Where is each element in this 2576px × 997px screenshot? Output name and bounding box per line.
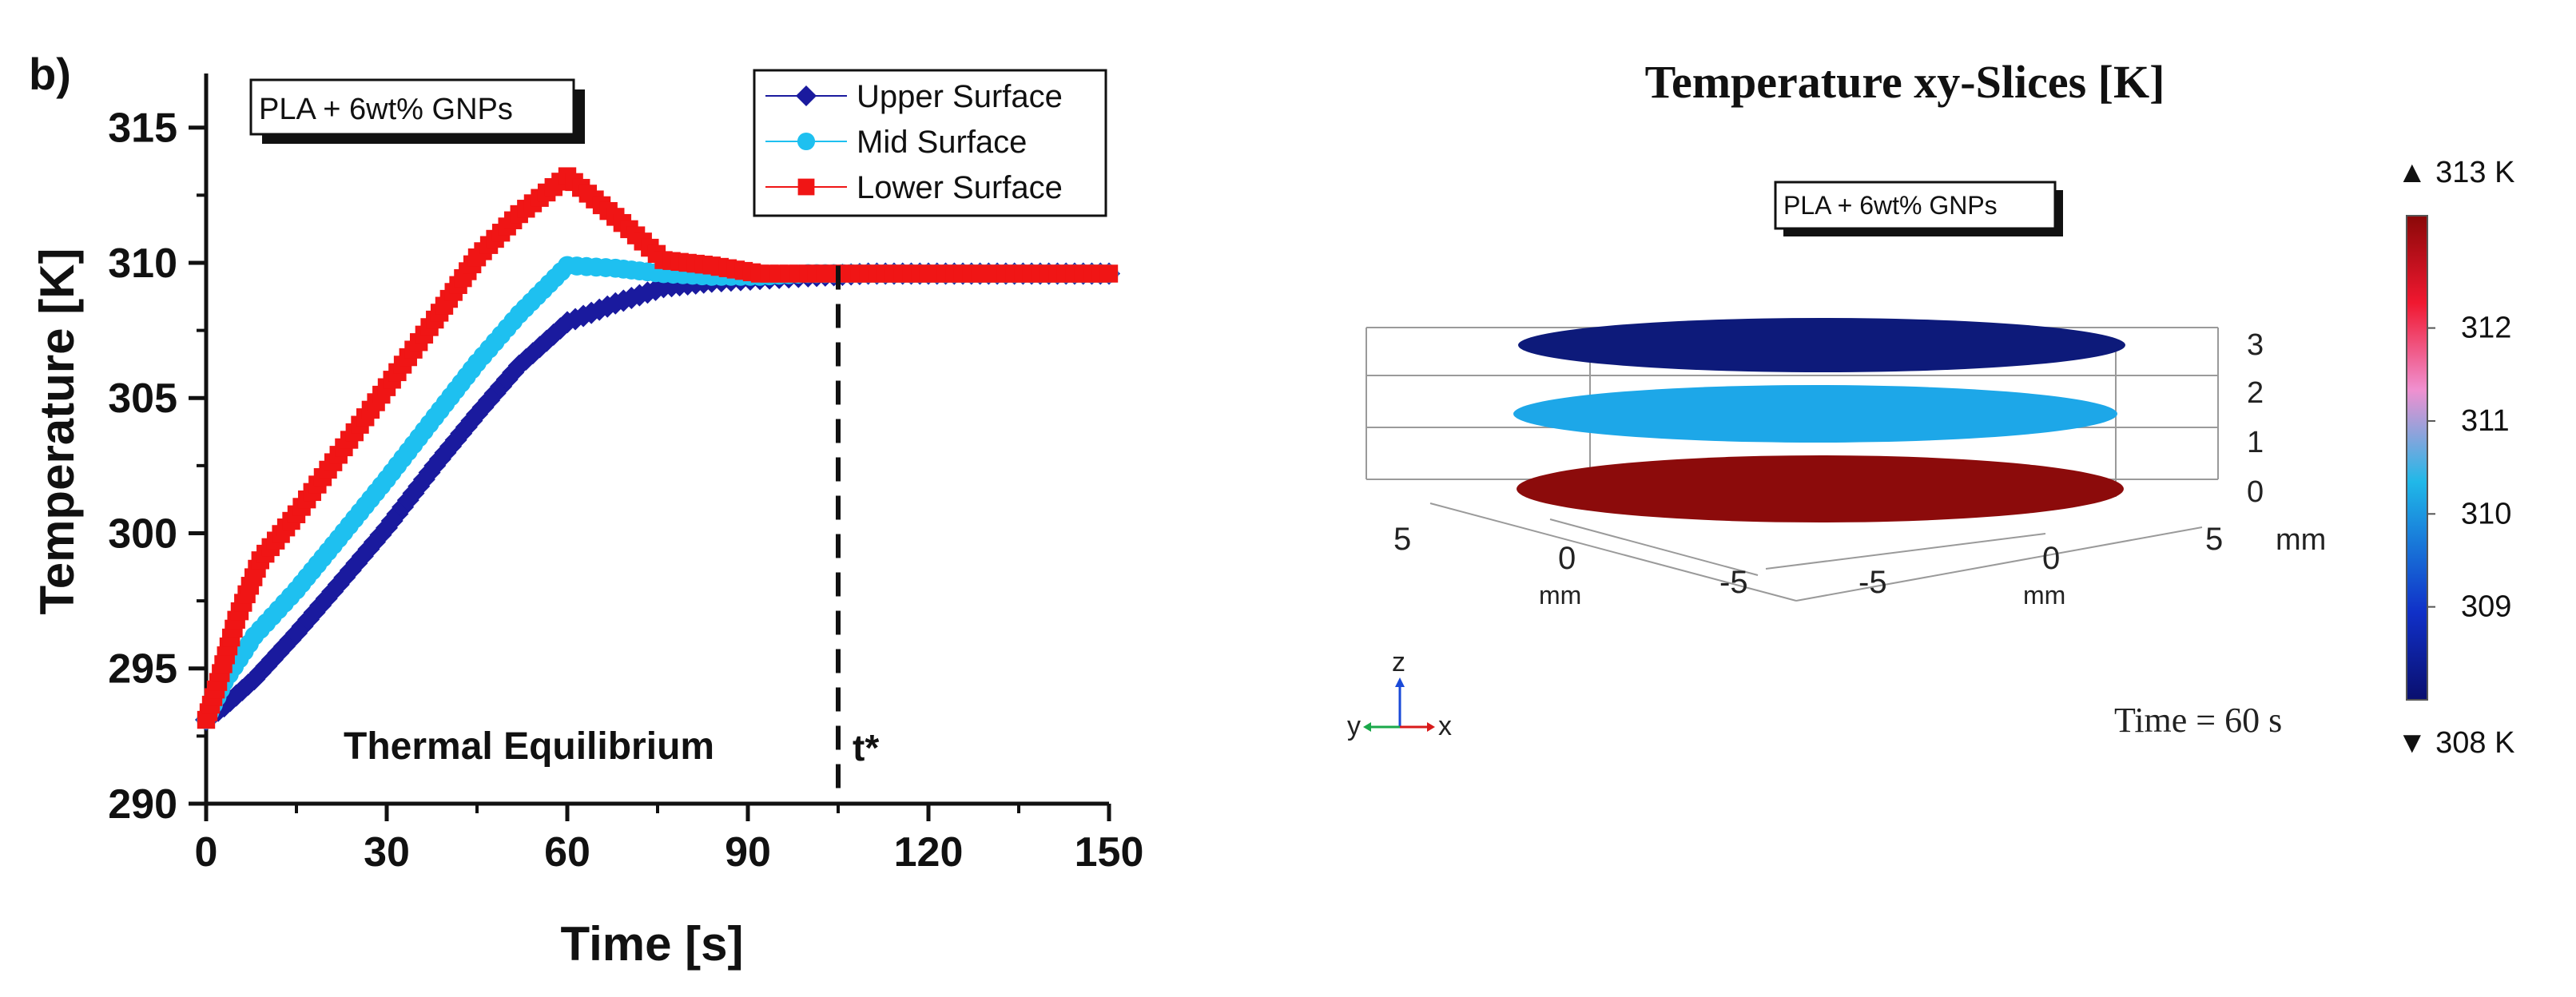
x-axis-title: Time [s] [561,917,744,971]
colorbar-tick-label: 311 [2461,404,2510,438]
x-tick-label: 150 [1075,829,1144,876]
series-line [205,272,1109,721]
y-tick-label: 310 [108,240,177,287]
colorbar-tick-label: 309 [2461,590,2511,624]
time-label: Time = 60 s [2114,701,2282,740]
x-tick-label: 5 [1393,522,1411,557]
legend-marker [796,85,817,106]
colorbar-tick-label: 310 [2461,497,2511,530]
legend-label: Lower Surface [857,170,1063,205]
legend-item: Upper Surface [765,79,1063,114]
series-lower-surface [197,167,1119,729]
colorbar-tick-label: 312 [2461,312,2511,345]
slice-mid [1513,385,2117,443]
slice-inset-label-text: PLA + 6wt% GNPs [1783,191,1998,220]
y-tick-label: 300 [108,510,177,557]
legend: Upper Surface Mid Surface Lower Surface [753,69,1107,217]
legend-label: Upper Surface [857,79,1063,114]
legend-marker [797,178,815,196]
t-star-label: t* [853,727,879,769]
x-tick-label: 30 [364,829,410,876]
chart-series [195,167,1120,732]
series-line [205,264,1109,721]
colorbar-max-label: ▲ 313 K [2397,156,2514,189]
chart-axes [189,73,1111,821]
z-tick-label: 0 [2247,475,2264,509]
y-tick-label: 5 [2205,522,2223,557]
x-tick-label: 60 [544,829,590,876]
x-tick-label: 0 [1558,541,1576,576]
axis-triad: z y x [1347,647,1452,741]
z-tick-label: 2 [2247,376,2264,410]
x-tick-label: -5 [1719,565,1748,600]
colorbar: ▲ 313 K ▼ 308 K 312 311 310 309 [2397,156,2514,760]
legend-item: Lower Surface [765,170,1063,205]
y-axis-title: Temperature [K] [30,248,84,615]
x-tick-label: 90 [725,829,771,876]
slice-inset-label-box: PLA + 6wt% GNPs [1774,181,2063,236]
legend-marker [797,132,816,151]
xy-tick-labels: 5 0 mm -5 -5 0 mm 5 [1393,522,2223,610]
legend-label: Mid Surface [857,125,1027,160]
slice-plot-title: Temperature xy-Slices [K] [1645,56,2165,108]
triad-y-label: y [1347,711,1361,741]
series-upper-surface [195,262,1120,732]
y-tick-label: 305 [108,375,177,422]
triad-z-label: z [1392,647,1405,677]
z-tick-label: 3 [2247,328,2264,362]
slice-plot: Temperature xy-Slices [K] PLA + 6wt% GNP… [1347,56,2514,760]
chart-tick-labels: 290 295 300 305 310 315 0 30 60 90 120 150 [108,105,1143,876]
inset-label-box: PLA + 6wt% GNPs [249,78,585,144]
y-tick-label: -5 [1858,565,1887,600]
line-chart: b) 290 295 300 305 310 315 0 30 60 90 120 150 t* Th… [29,49,1143,971]
y-tick-label: 0 [2042,541,2060,576]
slice-upper [1518,318,2125,372]
z-tick-label: 1 [2247,426,2264,459]
y-tick-label: 315 [108,105,177,152]
x-unit-label: mm [1539,581,1581,610]
y-tick-label: 295 [108,646,177,693]
x-tick-label: 120 [894,829,964,876]
y-tick-label: 290 [108,781,177,828]
data-point [1099,264,1119,283]
triad-x-label: x [1438,711,1452,741]
panel-label: b) [29,49,71,99]
equilibrium-label: Thermal Equilibrium [344,725,714,768]
y-unit-label: mm [2023,581,2065,610]
z-tick-labels: 3 2 1 0 mm [2247,328,2326,557]
colorbar-min-label: ▼ 308 K [2397,726,2514,760]
x-tick-label: 0 [195,829,218,876]
series-mid-surface [197,256,1119,729]
slices [1513,318,2125,522]
legend-item: Mid Surface [765,125,1027,160]
inset-label-text: PLA + 6wt% GNPs [259,93,513,126]
slice-lower [1517,455,2124,522]
z-unit-label: mm [2276,523,2326,557]
